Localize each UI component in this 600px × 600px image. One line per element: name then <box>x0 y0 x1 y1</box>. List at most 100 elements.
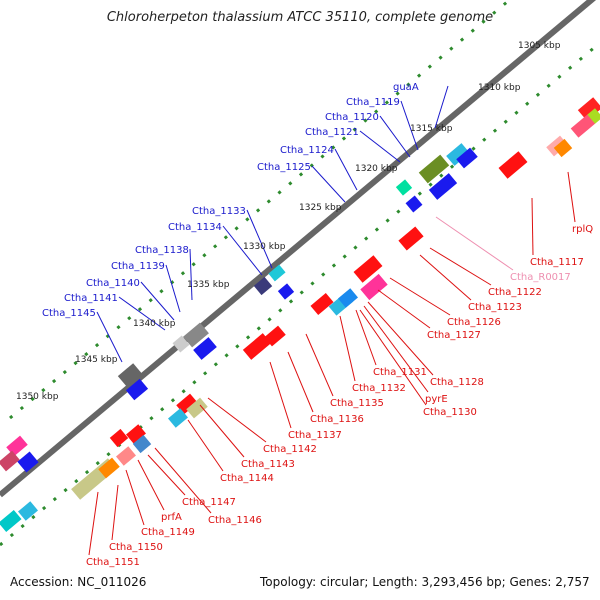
gene-block <box>0 450 20 472</box>
scale-label: 1345 kbp <box>75 355 118 365</box>
forward-gene-label: Ctha_1124 <box>280 145 334 156</box>
reverse-leader <box>363 305 429 393</box>
forward-gene-label: Ctha_1121 <box>305 127 359 138</box>
gene-block <box>109 428 129 448</box>
gene-block <box>277 283 295 300</box>
rna-gene-label: Ctha_R0017 <box>510 272 571 283</box>
reverse-leader <box>287 351 314 413</box>
reverse-leader <box>207 397 267 443</box>
gene-block <box>168 408 188 428</box>
gene-block <box>398 226 424 251</box>
forward-leader <box>165 264 181 313</box>
reverse-gene-label: Ctha_1131 <box>373 367 427 378</box>
gene-block <box>172 335 190 353</box>
topology-text: Topology: circular; Length: 3,293,456 bp… <box>260 575 590 589</box>
reverse-gene-label: Ctha_1117 <box>530 257 584 268</box>
reverse-leader <box>305 333 334 397</box>
forward-gene-label: Ctha_1139 <box>111 261 165 272</box>
forward-leader <box>222 225 263 276</box>
gene-block <box>498 151 528 179</box>
forward-leader <box>96 311 123 363</box>
reverse-gene-label: rplQ <box>572 224 593 235</box>
reverse-gene-label: Ctha_1151 <box>86 557 140 568</box>
reverse-leader <box>199 404 245 458</box>
reverse-gene-label: Ctha_1146 <box>208 515 262 526</box>
reverse-gene-label: Ctha_1142 <box>263 444 317 455</box>
gene-block <box>456 147 478 169</box>
reverse-gene-label: Ctha_1130 <box>423 407 477 418</box>
forward-gene-label: Ctha_1133 <box>192 206 246 217</box>
rna-leader <box>435 216 514 271</box>
forward-gene-label: Ctha_1145 <box>42 308 96 319</box>
gene-block <box>117 363 143 387</box>
reverse-leader <box>531 197 534 256</box>
scale-label: 1350 kbp <box>16 392 59 402</box>
gene-block <box>125 378 149 401</box>
reverse-gene-label: Ctha_1150 <box>109 542 163 553</box>
reverse-leader <box>355 309 377 366</box>
reverse-gene-label: Ctha_1149 <box>141 527 195 538</box>
reverse-gene-label: Ctha_1137 <box>288 430 342 441</box>
gene-block <box>18 501 38 521</box>
forward-leader <box>434 85 449 129</box>
reverse-gene-label: Ctha_1132 <box>352 383 406 394</box>
reverse-leader <box>88 491 99 556</box>
scale-label: 1335 kbp <box>187 280 230 290</box>
reverse-leader <box>147 454 186 496</box>
gene-block <box>570 114 596 138</box>
gene-block <box>353 255 383 283</box>
gene-block <box>310 292 334 316</box>
reverse-leader <box>389 277 451 316</box>
genome-title: Chloroherpeton thalassium ATCC 35110, co… <box>106 10 494 25</box>
reverse-leader <box>377 289 431 329</box>
gene-block <box>98 457 120 479</box>
forward-leader <box>334 148 358 191</box>
gene-block <box>338 288 358 308</box>
scale-label: 1325 kbp <box>299 203 342 213</box>
gene-block <box>242 333 272 360</box>
forward-gene-label: Ctha_1119 <box>346 97 400 108</box>
scale-label: 1315 kbp <box>410 124 453 134</box>
forward-leader <box>359 130 401 163</box>
reverse-leader <box>367 301 434 376</box>
reverse-leader <box>429 247 492 286</box>
scale-label: 1305 kbp <box>518 41 561 51</box>
gene-block <box>587 108 600 124</box>
reverse-gene-label: Ctha_1122 <box>488 287 542 298</box>
forward-leader <box>400 100 419 151</box>
reverse-leader <box>419 254 472 301</box>
gene-block <box>183 322 209 348</box>
forward-leader <box>379 115 411 158</box>
reverse-leader <box>125 469 145 526</box>
reverse-leader <box>269 361 292 429</box>
reverse-leader <box>187 419 224 472</box>
reverse-leader <box>359 309 427 406</box>
reverse-gene-label: Ctha_1128 <box>430 377 484 388</box>
gene-block <box>405 195 423 213</box>
forward-gene-label: Ctha_1120 <box>325 112 379 123</box>
gene-block <box>577 97 600 121</box>
gene-block <box>186 397 208 419</box>
reverse-gene-label: Ctha_1135 <box>330 398 384 409</box>
gene-block <box>268 264 286 282</box>
reverse-leader <box>137 459 165 511</box>
reverse-gene-label: Ctha_1126 <box>447 317 501 328</box>
reverse-gene-label: prfA <box>161 512 182 523</box>
gene-block <box>418 154 450 184</box>
gene-block <box>395 179 413 196</box>
gene-block <box>264 325 286 347</box>
reverse-gene-label: Ctha_1127 <box>427 330 481 341</box>
gene-block <box>0 509 22 533</box>
forward-leader <box>189 248 193 301</box>
forward-leader <box>140 281 175 321</box>
forward-gene-label: Ctha_1141 <box>64 293 118 304</box>
gene-block <box>126 424 146 444</box>
reverse-gene-label: Ctha_1144 <box>220 473 274 484</box>
gene-block <box>193 337 217 360</box>
scale-label: 1320 kbp <box>355 164 398 174</box>
reverse-leader <box>339 315 356 382</box>
gene-block <box>553 138 573 158</box>
accession-text: Accession: NC_011026 <box>10 575 147 589</box>
forward-gene-label: guaA <box>393 82 419 93</box>
